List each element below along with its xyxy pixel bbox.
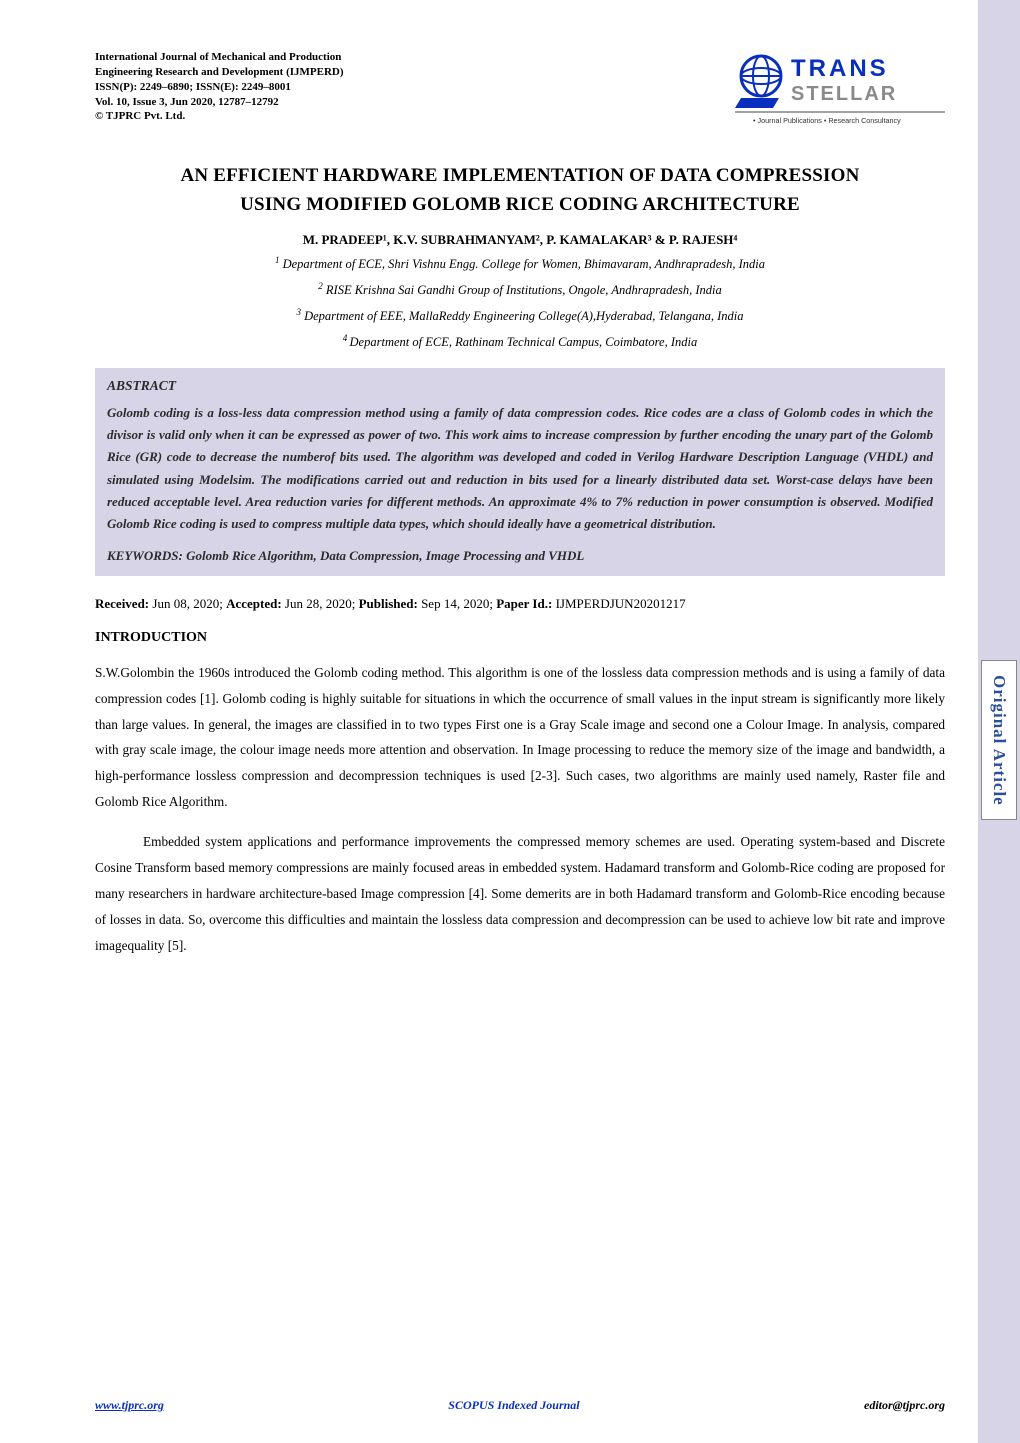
header-row: International Journal of Mechanical and … <box>95 50 945 133</box>
journal-line-4: Vol. 10, Issue 3, Jun 2020, 12787–12792 <box>95 95 735 110</box>
affiliation-3: 3 Department of EEE, MallaReddy Engineer… <box>95 306 945 326</box>
affil-sup-2: 2 <box>318 281 323 291</box>
footer-row: www.tjprc.org SCOPUS Indexed Journal edi… <box>95 1398 945 1413</box>
intro-para-1: S.W.Golombin the 1960s introduced the Go… <box>95 660 945 816</box>
abstract-box: ABSTRACT Golomb coding is a loss-less da… <box>95 368 945 576</box>
paperid-value: IJMPERDJUN20201217 <box>556 596 686 611</box>
published-value: Sep 14, 2020; <box>421 596 493 611</box>
title-block: AN EFFICIENT HARDWARE IMPLEMENTATION OF … <box>95 161 945 220</box>
abstract-body: Golomb coding is a loss-less data compre… <box>107 402 933 536</box>
affiliation-1: 1 Department of ECE, Shri Vishnu Engg. C… <box>95 254 945 274</box>
accepted-value: Jun 28, 2020; <box>285 596 355 611</box>
received-label: Received: <box>95 596 149 611</box>
svg-text:• Journal Publications • Res: • Journal Publications • Research Consul… <box>753 116 901 125</box>
trans-stellar-logo-icon: TRANS STELLAR • Journal Publications • R… <box>735 50 945 128</box>
svg-text:STELLAR: STELLAR <box>791 83 897 105</box>
footer-right: editor@tjprc.org <box>864 1398 945 1413</box>
affiliation-4: 4 Department of ECE, Rathinam Technical … <box>95 332 945 352</box>
rapp-line: Received: Jun 08, 2020; Accepted: Jun 28… <box>95 596 945 612</box>
affil-text-4: Department of ECE, Rathinam Technical Ca… <box>350 335 698 349</box>
footer-link-left[interactable]: www.tjprc.org <box>95 1398 164 1413</box>
affiliation-2: 2 RISE Krishna Sai Gandhi Group of Insti… <box>95 280 945 300</box>
original-article-badge: Original Article <box>981 660 1017 820</box>
journal-info: International Journal of Mechanical and … <box>95 50 735 124</box>
accepted-label: Accepted: <box>226 596 282 611</box>
publisher-logo: TRANS STELLAR • Journal Publications • R… <box>735 50 945 133</box>
published-label: Published: <box>359 596 418 611</box>
original-article-text: Original Article <box>989 675 1009 806</box>
intro-para-2: Embedded system applications and perform… <box>95 829 945 959</box>
journal-line-3: ISSN(P): 2249–6890; ISSN(E): 2249–8001 <box>95 80 735 95</box>
footer-center: SCOPUS Indexed Journal <box>448 1398 579 1413</box>
affil-text-3: Department of EEE, MallaReddy Engineerin… <box>304 309 743 323</box>
paperid-label: Paper Id.: <box>496 596 552 611</box>
abstract-heading: ABSTRACT <box>107 378 933 394</box>
journal-line-5: © TJPRC Pvt. Ltd. <box>95 109 735 124</box>
sidebar-stripe: Original Article <box>978 0 1020 1443</box>
journal-line-2: Engineering Research and Development (IJ… <box>95 65 735 80</box>
section-heading-intro: INTRODUCTION <box>95 630 945 646</box>
authors-line: M. PRADEEP¹, K.V. SUBRAHMANYAM², P. KAMA… <box>95 232 945 248</box>
svg-text:TRANS: TRANS <box>791 55 889 82</box>
page: Original Article International Journal o… <box>0 0 1020 1443</box>
received-value: Jun 08, 2020; <box>152 596 222 611</box>
keywords-label: KEYWORDS: <box>107 548 183 563</box>
paper-title-line-2: USING MODIFIED GOLOMB RICE CODING ARCHIT… <box>95 190 945 219</box>
keywords-line: KEYWORDS: Golomb Rice Algorithm, Data Co… <box>107 548 933 564</box>
affil-sup-3: 3 <box>296 307 301 317</box>
keywords-value: Golomb Rice Algorithm, Data Compression,… <box>186 548 584 563</box>
affil-sup-1: 1 <box>275 255 280 265</box>
affil-text-2: RISE Krishna Sai Gandhi Group of Institu… <box>326 283 722 297</box>
paper-title-line-1: AN EFFICIENT HARDWARE IMPLEMENTATION OF … <box>95 161 945 190</box>
journal-line-1: International Journal of Mechanical and … <box>95 50 735 65</box>
affil-sup-4: 4 <box>343 333 350 343</box>
affil-text-1: Department of ECE, Shri Vishnu Engg. Col… <box>283 257 765 271</box>
